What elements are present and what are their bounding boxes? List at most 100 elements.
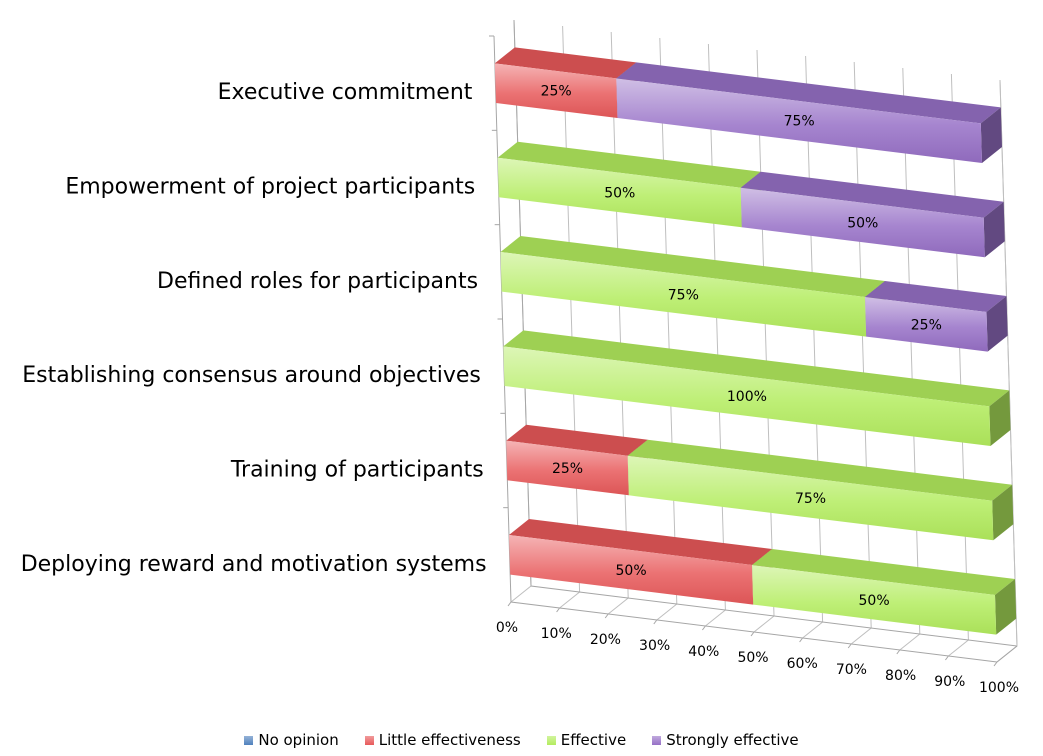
data-label: 25% [911,317,942,333]
category-label: Executive commitment [218,80,473,105]
tick-label: 100% [979,680,1019,696]
bar-top [509,519,772,565]
legend-swatch [364,735,374,745]
tick-label: 40% [688,644,719,660]
legend-label: Strongly effective [666,731,799,749]
legend-item-no-opinion: No opinion [244,731,339,749]
bar-end [995,579,1017,635]
bar-front [752,565,997,635]
tick-label: 10% [541,626,572,642]
bar-top [503,330,1010,407]
bar-front [506,440,629,496]
gridline [753,49,775,633]
bar-top [497,141,761,188]
gridline [705,43,726,627]
data-label: 25% [552,461,583,477]
data-label: 50% [847,216,878,232]
bar-front [865,297,988,352]
gridline [850,61,872,645]
data-label: 25% [541,84,572,100]
legend-label: Little effectiveness [378,731,521,749]
data-label: 50% [616,563,647,579]
bar-front [627,455,994,541]
bar-front [497,157,742,228]
bar-strongly-effective-executive-commitment [616,62,1002,163]
legend-swatch [652,735,662,745]
category-label: Establishing consensus around objectives [22,363,481,388]
tick-mark [507,601,512,607]
legend-item-little-effectiveness: Little effectiveness [364,731,521,749]
data-label: 50% [859,593,890,609]
gridline [996,79,1018,663]
bar-little-effectiveness-deploying-reward-and-motivation-systems [509,519,774,605]
tick-label: 90% [934,674,965,690]
bar-front [740,187,985,258]
bar-top [506,424,648,456]
bar-end [986,296,1008,352]
legend-label: Effective [560,731,627,749]
tick-label: 0% [496,620,518,636]
bar-front [500,252,867,337]
bar-front [616,78,982,163]
bar-end [980,107,1002,163]
bar-top [627,439,1013,501]
gridline [899,67,921,651]
bar-top [616,62,1001,124]
labels: 0% 10% 20% 30% 40% 50% 60% 70% 80% 90% 100% 25% 75% E… [21,80,1019,696]
category-label: Deploying reward and motivation systems [21,552,487,577]
bar-front [509,535,754,605]
tick-mark [556,607,560,613]
bar-effective-empowerment-of-project-participants [497,141,762,228]
tick-label: 20% [590,632,621,648]
bar-strongly-effective-defined-roles-for-participants [865,281,1008,352]
bar-front [503,346,991,446]
gridline [802,55,824,639]
legend-swatch [546,735,556,745]
chart: 0% 10% 20% 30% 40% 50% 60% 70% 80% 90% 100% 25% 75% E… [21,19,1019,696]
gridline [510,19,532,603]
bar-top [740,171,1004,218]
gridline [656,37,678,621]
bar-effective-defined-roles-for-participants [500,236,887,337]
data-label: 75% [795,491,826,507]
bar-top [752,549,1015,595]
tick-label: 70% [836,662,867,678]
bar-end [992,484,1014,541]
tick-mark [945,655,949,661]
axes [489,19,1018,667]
tick-label: 30% [639,638,670,654]
bars [494,47,1017,635]
tick-mark [702,625,706,631]
bar-top [494,47,637,79]
tick-mark [653,619,658,625]
gridline [607,31,629,615]
category-label: Defined roles for participants [157,269,478,294]
category-label: Training of participants [230,458,484,483]
tick-mark [750,631,755,637]
data-label: 100% [727,389,767,405]
bar-effective-training-of-participants [627,439,1014,541]
legend-item-strongly-effective: Strongly effective [652,731,799,749]
bar-strongly-effective-empowerment-of-project-participants [740,171,1005,258]
back-axis [513,19,1018,647]
legend-swatch [244,735,254,745]
floor-edge [996,645,1018,663]
gridline [948,73,969,657]
tick-mark [604,613,609,619]
legend-label: No opinion [258,731,339,749]
bar-front [494,63,618,118]
data-label: 75% [784,114,815,130]
tick-label: 80% [885,668,916,684]
gridline [559,25,581,609]
bar-end [989,390,1011,446]
tick-label: 60% [787,656,818,672]
tick-mark [799,637,803,643]
tick-label: 50% [737,650,768,666]
bar-top [865,281,1007,312]
bar-effective-deploying-reward-and-motivation-systems [752,549,1017,635]
bar-top [500,236,885,297]
tick-mark [896,649,901,655]
tick-mark [847,643,852,649]
legend-item-effective: Effective [546,731,627,749]
tick-mark [993,661,998,667]
